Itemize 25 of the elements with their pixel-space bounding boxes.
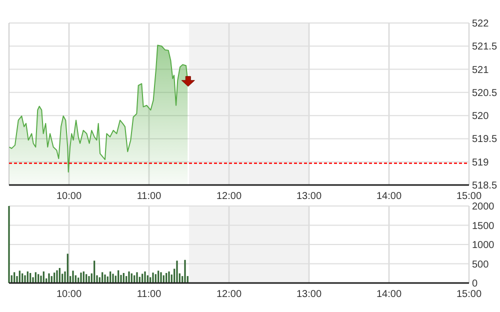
y-tick-label: 518.5: [472, 180, 498, 192]
x-tick-label: 11:00: [136, 289, 162, 300]
x-tick-label: 14:00: [376, 289, 402, 300]
x-tick-label: 10:00: [56, 191, 82, 202]
x-tick-label: 13:00: [296, 289, 322, 300]
x-tick-label: 10:00: [56, 289, 82, 300]
y-tick-label: 2000: [472, 202, 495, 212]
x-tick-label: 11:00: [136, 191, 162, 202]
y-tick-label: 521: [472, 64, 490, 76]
y-tick-label: 500: [472, 259, 490, 270]
x-tick-label: 15:00: [456, 289, 482, 300]
y-tick-label: 521.5: [472, 42, 498, 53]
x-tick-label: 15:00: [456, 191, 482, 202]
y-tick-label: 520.5: [472, 88, 498, 99]
y-tick-label: 1000: [472, 240, 495, 251]
y-tick-label: 522: [472, 18, 490, 30]
y-tick-label: 519: [472, 157, 490, 168]
y-tick-label: 520: [472, 111, 490, 122]
x-tick-label: 12:00: [216, 289, 242, 300]
x-tick-label: 14:00: [376, 191, 402, 202]
x-tick-label: 13:00: [296, 191, 322, 202]
y-tick-label: 1500: [472, 220, 495, 232]
x-tick-label: 12:00: [216, 191, 242, 202]
y-tick-label: 0: [472, 278, 478, 290]
y-tick-label: 519.5: [472, 134, 498, 146]
